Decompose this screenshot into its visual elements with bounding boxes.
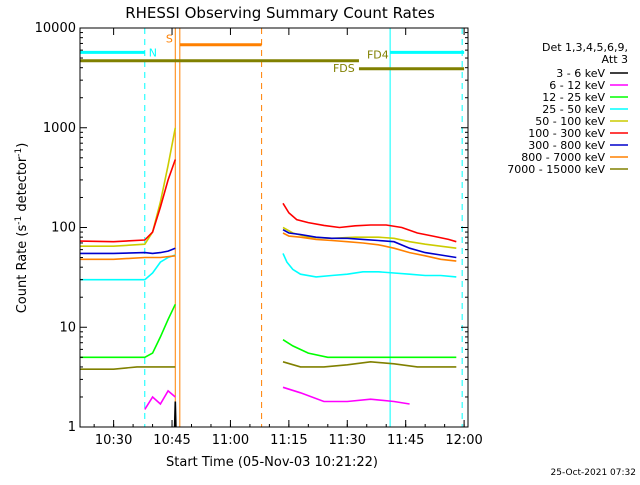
series-line-3-1 (282, 253, 457, 278)
series-line-2-1 (282, 339, 457, 359)
axis-ticks: 10:30 10:45 11:00 11:15 11:30 11:45 12:00 1 10 10… (35, 21, 483, 448)
y-tick-label-1: 10 (59, 320, 76, 335)
y-label-sup-1: -1 (14, 216, 24, 225)
y-tick-label-4: 10000 (35, 21, 76, 36)
series-line-1-1 (282, 386, 410, 405)
legend-label-0: 3 - 6 keV (556, 67, 605, 80)
x-tick-label-5: 11:45 (387, 433, 424, 448)
series-line-8-0 (80, 366, 176, 371)
series-line-6-1 (282, 229, 457, 259)
series-line-3-0 (80, 254, 176, 281)
flag-label-fd4: FD4 (367, 49, 389, 62)
x-tick-label-1: 10:45 (153, 433, 190, 448)
series-line-5-1 (282, 202, 457, 243)
legend-label-1: 6 - 12 keV (549, 79, 605, 92)
x-axis-label: Start Time (05-Nov-03 10:21:22) (166, 455, 378, 470)
y-label-part-2: detector (15, 156, 30, 216)
x-tick-label-0: 10:30 (95, 433, 132, 448)
series-line-1-0 (144, 389, 176, 410)
series-line-7-0 (80, 255, 176, 261)
flag-label-fds: FDS (333, 62, 355, 75)
legend-label-2: 12 - 25 keV (542, 91, 605, 104)
x-tick-label-3: 11:15 (270, 433, 307, 448)
y-axis-label: Count Rate (s-1 detector-1) (14, 143, 30, 314)
legend-header-1: Det 1,3,4,5,6,9, (542, 41, 628, 54)
series-line-0-0 (173, 401, 177, 428)
legend-label-5: 100 - 300 keV (528, 127, 605, 140)
x-tick-label-2: 11:00 (212, 433, 249, 448)
series-line-4-1 (282, 226, 457, 249)
legend-header-2: Att 3 (602, 53, 628, 66)
y-tick-label-2: 100 (51, 221, 76, 236)
series-line-2-0 (80, 303, 177, 359)
y-tick-label-0: 1 (68, 420, 76, 435)
footer-timestamp: 25-Oct-2021 07:32 (551, 468, 636, 478)
x-tick-label-6: 12:00 (445, 433, 482, 448)
legend-label-3: 25 - 50 keV (542, 103, 605, 116)
y-tick-label-3: 1000 (43, 121, 76, 136)
series-line-5-0 (79, 159, 177, 243)
x-tick-label-4: 11:30 (329, 433, 366, 448)
legend-label-6: 300 - 800 keV (528, 139, 605, 152)
chart-title: RHESSI Observing Summary Count Rates (125, 4, 435, 22)
series-line-7-1 (282, 232, 457, 262)
series-line-8-1 (282, 360, 457, 368)
flag-label-n: N (149, 46, 157, 59)
legend-label-4: 50 - 100 keV (535, 115, 605, 128)
legend-label-8: 7000 - 15000 keV (507, 163, 605, 176)
y-label-sup-2: -1 (14, 148, 24, 157)
y-label-part-3: ) (15, 143, 30, 148)
series-line-6-0 (80, 247, 176, 255)
plot-area: NS FD4 FDS (79, 28, 465, 428)
legend-label-7: 800 - 7000 keV (521, 151, 605, 164)
flag-label-s: S (166, 33, 173, 46)
y-label-part-1: Count Rate (s (15, 225, 30, 314)
